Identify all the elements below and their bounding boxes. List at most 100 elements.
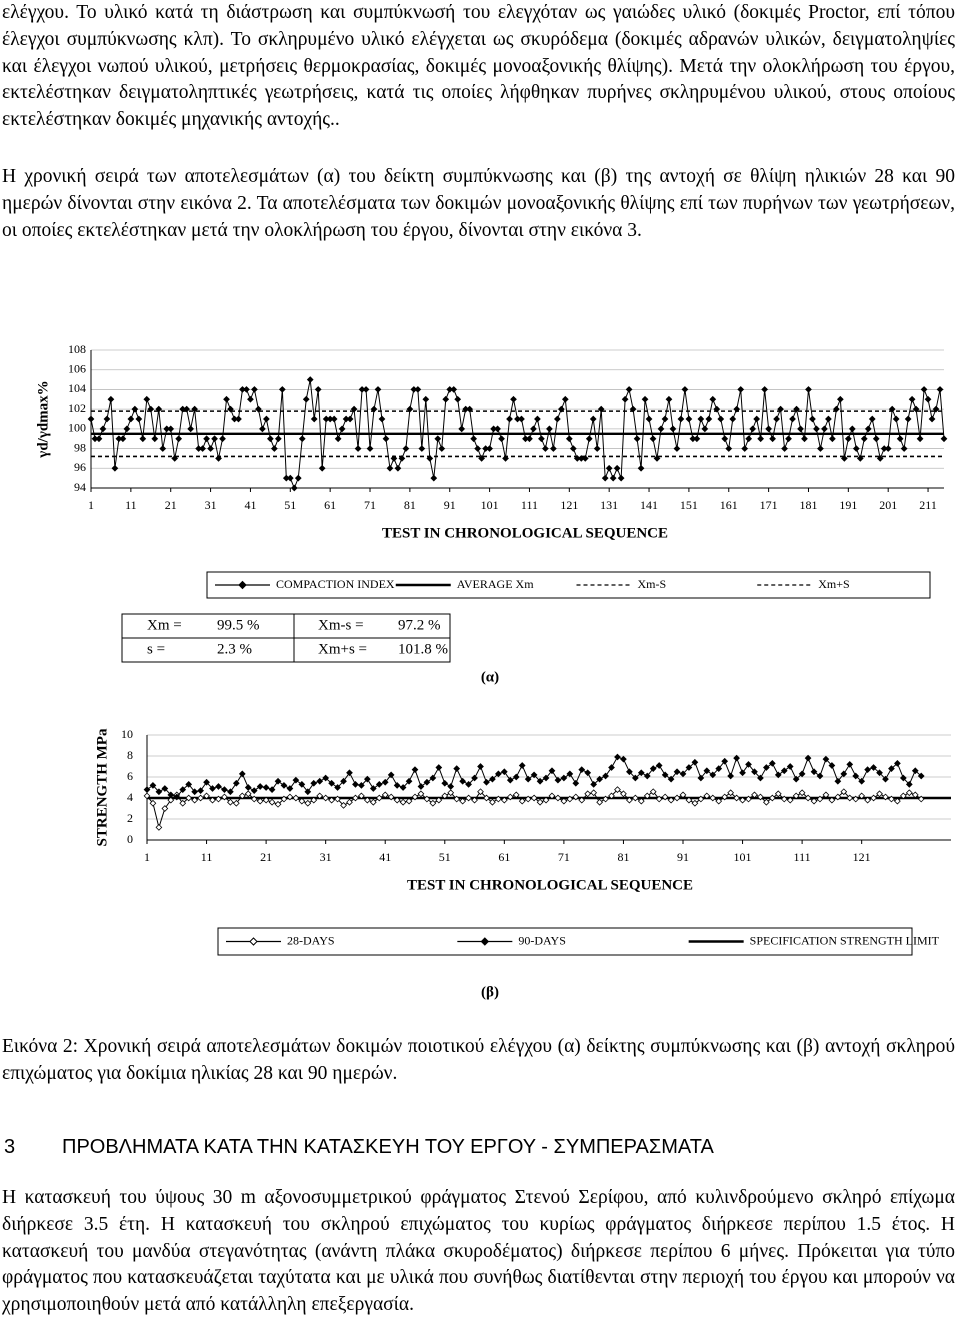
data-point xyxy=(215,783,222,790)
data-point xyxy=(536,777,544,785)
x-tick-label: 161 xyxy=(720,498,738,512)
data-point xyxy=(330,415,338,423)
data-point xyxy=(741,445,749,452)
data-point xyxy=(613,464,621,472)
data-point xyxy=(207,445,214,452)
stats-cell: s = xyxy=(147,641,165,657)
data-point xyxy=(441,792,449,800)
data-point xyxy=(167,796,175,804)
stats-cell: Xm-s = xyxy=(318,617,364,633)
data-point xyxy=(733,794,740,802)
figure-caption: Εικόνα 2: Χρονική σειρά αποτελεσμάτων δο… xyxy=(2,1036,955,1084)
data-point xyxy=(127,415,135,423)
data-point xyxy=(816,795,824,803)
data-point xyxy=(328,779,335,787)
data-point xyxy=(191,788,199,796)
data-point xyxy=(418,445,426,452)
x-tick-label: 91 xyxy=(444,498,456,512)
data-point xyxy=(673,794,681,802)
data-point xyxy=(450,386,458,393)
data-point xyxy=(554,776,562,784)
data-point xyxy=(191,796,199,804)
data-point xyxy=(393,796,401,804)
data-point xyxy=(298,780,306,788)
data-point xyxy=(792,775,800,783)
data-point xyxy=(369,785,377,792)
data-point xyxy=(757,774,764,782)
data-point xyxy=(494,425,501,433)
data-point xyxy=(932,405,940,413)
data-point xyxy=(614,786,621,793)
data-point xyxy=(506,415,513,423)
data-point xyxy=(286,793,294,801)
data-point xyxy=(626,796,633,804)
data-point xyxy=(506,776,514,784)
data-point xyxy=(585,435,593,443)
data-point xyxy=(107,395,115,403)
data-point xyxy=(905,789,913,797)
data-point xyxy=(584,769,592,777)
data-point xyxy=(899,792,907,800)
data-point xyxy=(429,774,437,782)
data-point xyxy=(498,435,505,443)
data-point xyxy=(864,425,872,433)
data-point xyxy=(151,435,159,443)
data-point xyxy=(896,435,904,443)
x-tick-label: 1 xyxy=(88,498,94,512)
data-point xyxy=(185,780,193,788)
data-point xyxy=(483,794,490,802)
data-point xyxy=(221,786,228,793)
data-point xyxy=(777,405,784,413)
data-point xyxy=(352,794,359,802)
y-tick-label: 96 xyxy=(74,460,86,474)
data-point xyxy=(414,386,422,393)
data-point xyxy=(274,777,282,785)
data-point xyxy=(703,792,711,800)
data-point xyxy=(441,779,449,787)
data-point xyxy=(737,386,745,393)
data-point xyxy=(95,435,103,443)
data-point xyxy=(486,445,493,452)
data-point xyxy=(768,794,776,802)
data-point xyxy=(840,788,848,796)
data-point xyxy=(363,796,371,804)
data-point xyxy=(405,777,413,785)
data-point xyxy=(135,415,143,423)
data-point xyxy=(643,772,651,780)
data-point xyxy=(852,795,860,803)
data-point xyxy=(346,415,354,423)
data-point xyxy=(745,435,753,443)
data-point xyxy=(633,435,641,443)
data-point xyxy=(834,777,842,785)
data-point xyxy=(617,474,625,482)
data-point xyxy=(512,791,520,799)
data-point xyxy=(235,415,242,423)
data-point xyxy=(721,435,729,443)
data-point xyxy=(884,445,892,452)
data-point xyxy=(247,395,254,403)
data-point xyxy=(187,425,195,433)
data-point xyxy=(709,794,717,802)
data-point xyxy=(834,793,842,801)
legend-box xyxy=(206,571,931,599)
data-point xyxy=(518,415,525,423)
data-point xyxy=(637,464,645,472)
data-point xyxy=(745,761,752,768)
data-point xyxy=(155,405,163,413)
data-point xyxy=(263,415,270,423)
x-tick-label: 121 xyxy=(560,498,578,512)
data-point xyxy=(899,774,907,782)
data-point xyxy=(334,784,341,791)
data-point xyxy=(810,797,818,805)
data-point xyxy=(924,395,932,403)
data-point xyxy=(757,435,765,443)
data-point xyxy=(542,445,549,452)
x-tick-label: 11 xyxy=(201,850,213,864)
data-point xyxy=(149,799,157,807)
data-point xyxy=(538,435,545,443)
data-point xyxy=(829,435,836,443)
data-point xyxy=(757,793,764,801)
data-point xyxy=(185,794,193,802)
data-point xyxy=(358,782,365,789)
data-point xyxy=(435,764,443,771)
